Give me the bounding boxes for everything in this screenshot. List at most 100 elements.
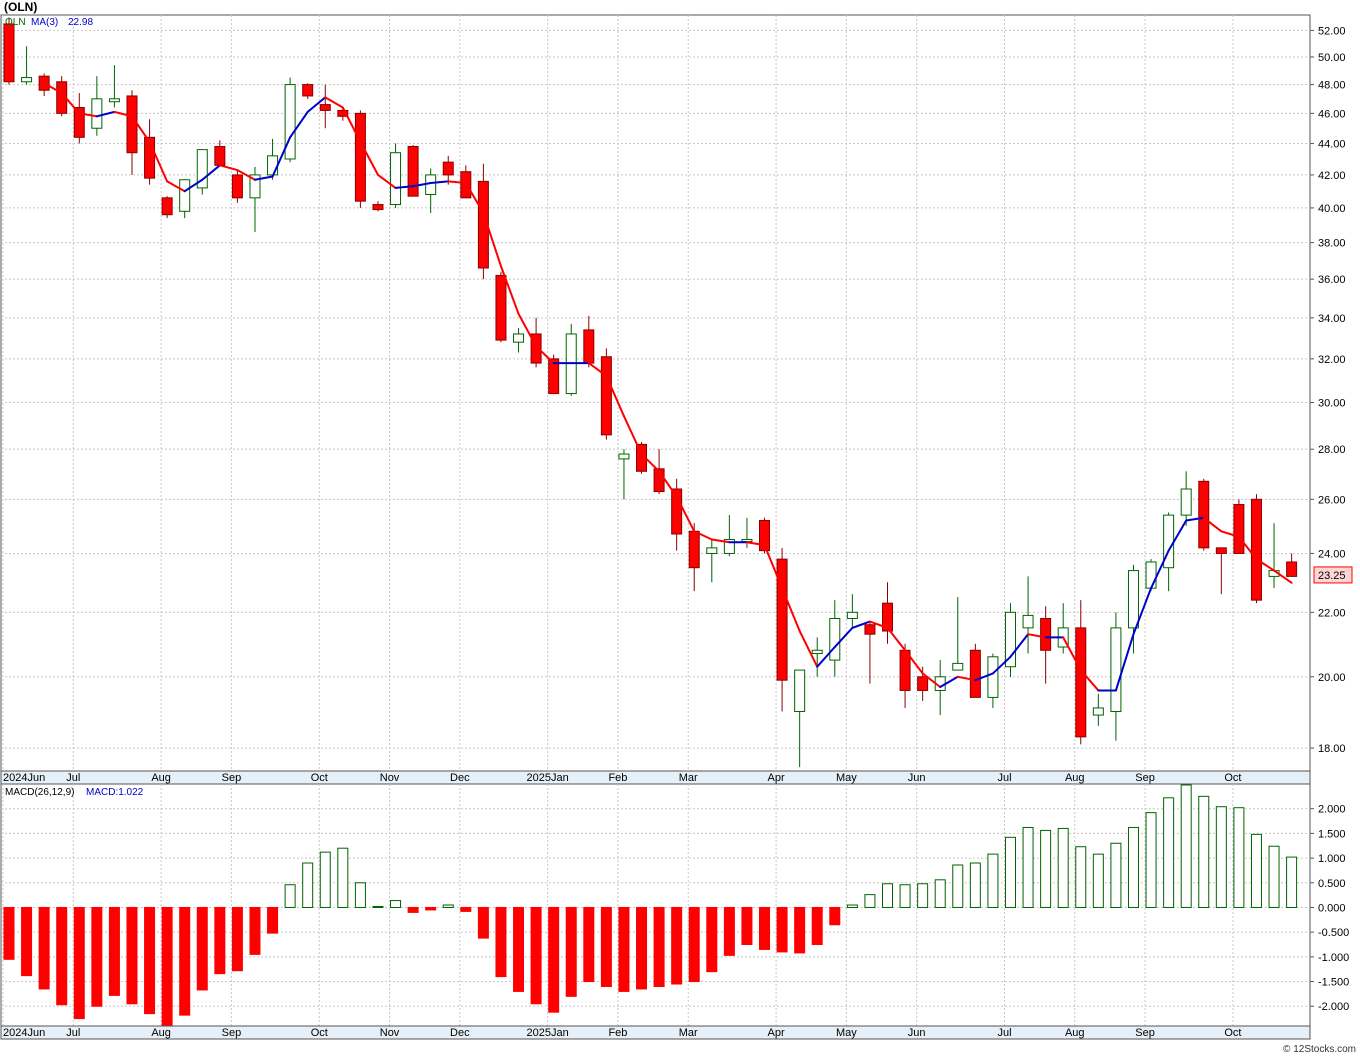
candle-body (618, 453, 630, 460)
ma-segment (658, 470, 678, 498)
ma-segment (1079, 669, 1100, 692)
macd-x-label: 2024Jun (3, 1027, 45, 1039)
macd-bar (1057, 827, 1069, 908)
price-tick-label: 32.00 (1318, 354, 1346, 366)
candle (1040, 606, 1052, 684)
macd-bar (934, 879, 946, 908)
price-tick-label: 20.00 (1318, 672, 1346, 684)
candle-body (407, 146, 419, 197)
macd-bar (653, 906, 665, 987)
price-x-label: Oct (311, 772, 328, 784)
candle (249, 166, 261, 233)
macd-bar (1127, 826, 1139, 908)
ma-segment (359, 140, 379, 176)
price-tick-label: 48.00 (1318, 80, 1346, 92)
candle-body (126, 95, 138, 154)
macd-bar (267, 906, 279, 934)
candle-body (1286, 561, 1298, 577)
candle-body (969, 649, 981, 698)
candle-body (671, 488, 683, 535)
price-x-label: Mar (679, 772, 698, 784)
candle (477, 163, 489, 280)
candle-body (337, 109, 349, 117)
macd-bar (372, 905, 384, 908)
candle-body (846, 611, 858, 619)
ma-segment (710, 538, 731, 544)
macd-legend-value: MACD:1.022 (86, 787, 144, 798)
candle (1250, 494, 1262, 604)
ma-segment (956, 675, 977, 682)
macd-bar (600, 906, 612, 987)
candle (776, 547, 788, 712)
ma-segment (1255, 558, 1276, 572)
macd-tick-label: 1.000 (1318, 853, 1346, 865)
ma-segment (605, 374, 625, 418)
ma-segment (499, 265, 520, 315)
candle-body (706, 547, 718, 554)
candle-body (776, 558, 788, 681)
candle (671, 478, 683, 551)
ma-segment (289, 110, 309, 139)
candle-body (829, 617, 841, 661)
candle-body (1145, 561, 1157, 589)
candle (442, 155, 454, 185)
macd-bar (319, 851, 331, 908)
macd-bar (161, 906, 173, 1028)
macd-bar (337, 847, 349, 908)
macd-bar (1163, 797, 1175, 908)
macd-tick-label: -2.000 (1318, 1001, 1349, 1013)
candle (548, 354, 560, 395)
candle (1092, 693, 1104, 726)
ma-segment (43, 82, 63, 95)
ma-segment (130, 115, 151, 143)
candle-body (442, 161, 454, 176)
ma-segment (1167, 519, 1188, 552)
candle-body (196, 149, 208, 189)
ma-segment (939, 675, 959, 689)
macd-bar (56, 906, 68, 1006)
candle (1127, 564, 1139, 654)
macd-x-label: Dec (450, 1027, 470, 1039)
candle-body (1233, 504, 1245, 554)
macd-bar (390, 900, 402, 908)
candle-body (91, 98, 103, 129)
macd-y-axis: 2.000 1.500 1.000 0.500 0.000 -0.500 -1.000 -1.… (1310, 804, 1349, 1013)
ma-segment (1150, 549, 1170, 590)
price-tick-label: 42.00 (1318, 170, 1346, 182)
macd-bar (91, 906, 103, 1007)
macd-bar (688, 906, 700, 983)
ma-segment (376, 173, 397, 189)
price-x-label: 2025Jan (527, 772, 569, 784)
price-y-axis: 52.00 50.00 48.00 46.00 44.00 42.00 40.00 38.00… (1310, 25, 1346, 755)
candle (390, 143, 402, 208)
macd-x-label: Jul (66, 1027, 80, 1039)
ma-segment (833, 626, 854, 649)
candle (811, 637, 823, 677)
candle-body (267, 155, 279, 176)
price-x-label: Oct (1224, 772, 1241, 784)
ma-segment (535, 345, 555, 365)
last-price-label: 23.25 (1318, 570, 1346, 582)
ma-segment (253, 175, 274, 181)
macd-bar (249, 906, 261, 955)
price-x-label: Nov (380, 772, 400, 784)
watermark: © 12Stocks.com (1283, 1044, 1356, 1055)
macd-bar (1092, 853, 1104, 908)
ma-segment (763, 544, 784, 590)
candle-body (319, 104, 331, 111)
candle-body (794, 669, 806, 712)
candle-body (73, 107, 85, 138)
price-tick-label: 22.00 (1318, 607, 1346, 619)
ma-segment (745, 541, 766, 547)
candle-body (1040, 617, 1052, 651)
candle (1233, 499, 1245, 554)
price-tick-label: 30.00 (1318, 398, 1346, 410)
ma-segment (412, 182, 432, 188)
candle-body (179, 179, 191, 212)
candle-body (495, 274, 507, 341)
ma-segment (816, 646, 836, 668)
candle (144, 119, 156, 185)
candle (600, 348, 612, 440)
ma-segment (236, 169, 256, 181)
